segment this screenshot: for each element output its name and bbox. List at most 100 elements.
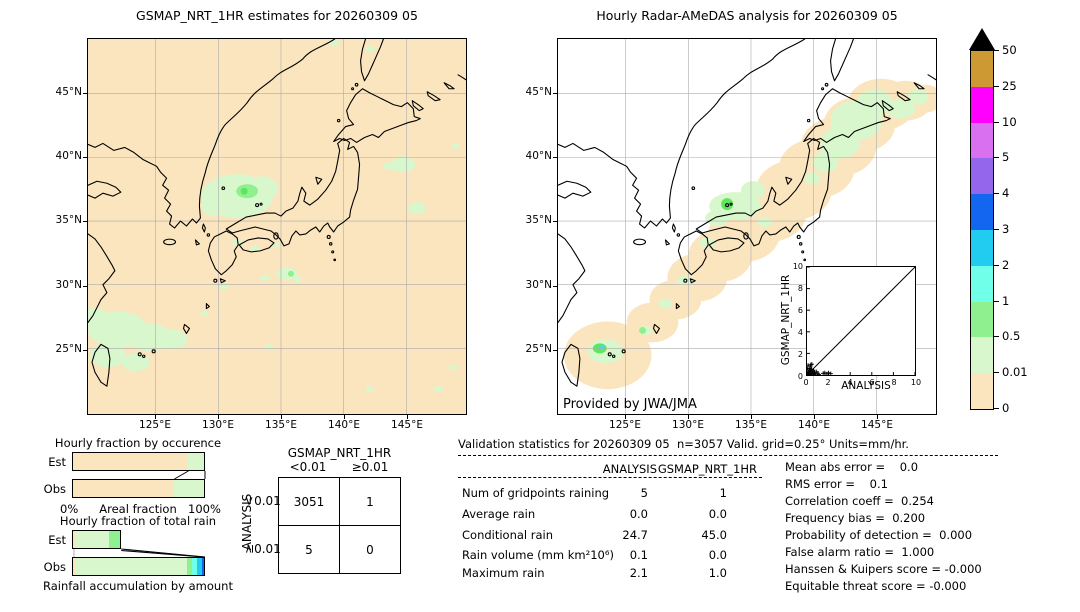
- lon-tick: [155, 415, 156, 419]
- inset-x-tick-label: 0: [803, 378, 809, 387]
- colorbar-tick-label: 1: [1002, 293, 1010, 308]
- score-line: Probability of detection = 0.000: [785, 528, 973, 542]
- colorbar-tick: [994, 229, 999, 230]
- occurrence-x100: 100%: [188, 502, 221, 516]
- colorbar-segment: [971, 229, 993, 266]
- occurrence-xlabel: Areal fraction: [99, 502, 177, 516]
- bar-segment: [197, 558, 202, 575]
- colorbar-tick: [994, 50, 999, 51]
- colorbar-tick: [994, 193, 999, 195]
- stats-value-analysis: 2.1: [629, 566, 648, 580]
- bar-segment: [74, 531, 110, 548]
- score-line: Frequency bias = 0.200: [785, 511, 926, 525]
- stats-row-label: Rain volume (mm km²10⁶): [462, 548, 614, 562]
- lon-tick: [407, 415, 408, 419]
- lon-tick-label: 135°E: [265, 419, 297, 431]
- colorbar-tick-label: 0.5: [1002, 329, 1021, 344]
- colorbar-segment: [971, 158, 993, 195]
- rain-patches: [88, 39, 461, 393]
- gsmap-estimate-map: [87, 38, 467, 415]
- bar-segment: [202, 558, 204, 575]
- score-line: Equitable threat score = -0.000: [785, 579, 967, 593]
- inset-x-tick-label: 2: [825, 378, 831, 387]
- contingency-row-header-lt: <0.01: [242, 494, 281, 508]
- lon-tick: [751, 415, 752, 419]
- lat-tick-label: 40°N: [55, 150, 82, 162]
- bar-segment: [73, 453, 188, 470]
- lat-tick-label: 45°N: [525, 86, 552, 98]
- lon-tick: [877, 415, 878, 419]
- stats-value-gsmap: 1: [719, 486, 727, 500]
- gsmap-precipitation-field: [88, 39, 466, 414]
- lat-tick: [553, 350, 557, 351]
- lon-tick: [814, 415, 815, 419]
- right-map-title: Hourly Radar-AMeDAS analysis for 2026030…: [596, 8, 898, 23]
- inset-y-tick-label: 10: [792, 262, 803, 271]
- lat-tick: [553, 93, 557, 94]
- colorbar-tick: [994, 264, 999, 266]
- lat-tick: [553, 286, 557, 287]
- colorbar-tick-label: 4: [1002, 186, 1010, 201]
- colorbar-segment: [971, 373, 993, 409]
- stats-header: Validation statistics for 20260309 05 n=…: [458, 437, 909, 451]
- left-map-title: GSMAP_NRT_1HR estimates for 20260309 05: [136, 8, 418, 23]
- bar-segment: [186, 558, 193, 575]
- lat-tick: [83, 221, 87, 222]
- inset-xlabel: ANALYSIS: [841, 380, 891, 392]
- stats-col-analysis: ANALYSIS: [602, 462, 657, 476]
- occurrence-est-bar: [72, 452, 205, 471]
- lat-tick: [83, 350, 87, 351]
- contingency-cell: 1: [366, 494, 374, 509]
- radar-amedas-map: ANALYSIS GSMAP_NRT_1HR Provided by JWA/J…: [557, 38, 937, 415]
- colorbar-segment: [971, 194, 993, 230]
- occurrence-x0: 0%: [60, 502, 79, 516]
- bar-segment: [173, 480, 204, 497]
- radar-precipitation-field: [558, 39, 936, 414]
- lat-tick-label: 45°N: [55, 86, 82, 98]
- lat-tick-label: 30°N: [525, 279, 552, 291]
- colorbar-tick-label: 5: [1002, 150, 1010, 165]
- lon-tick: [218, 415, 219, 419]
- contingency-cell: 0: [366, 542, 374, 557]
- bar-segment: [73, 480, 174, 497]
- bar-segment: [73, 558, 75, 575]
- colorbar-tick-label: 0.01: [1002, 365, 1028, 380]
- occurrence-chart-title: Hourly fraction by occurence: [54, 436, 222, 450]
- stats-value-gsmap: 0.0: [708, 548, 727, 562]
- totalrain-xlabel: Rainfall accumulation by amount: [43, 579, 233, 593]
- inset-y-tick-label: 2: [797, 350, 803, 359]
- lon-tick-label: 130°E: [672, 419, 704, 431]
- inset-y-tick-label: 6: [797, 306, 803, 315]
- colorbar-segment: [971, 337, 993, 374]
- overflow-arrow-icon: [969, 28, 995, 50]
- stats-row-label: Num of gridpoints raining: [462, 486, 610, 500]
- contingency-cell: 5: [305, 542, 313, 557]
- occurrence-est-label: Est: [48, 455, 66, 469]
- colorbar-segment: [971, 265, 993, 302]
- contingency-col-header-lt: <0.01: [289, 460, 327, 474]
- inset-y-tick-label: 8: [797, 284, 803, 293]
- stats-value-analysis: 0.1: [629, 548, 648, 562]
- inset-x-tick-label: 6: [869, 378, 875, 387]
- lon-tick-label: 145°E: [861, 419, 893, 431]
- colorbar-tick-label: 25: [1002, 78, 1017, 93]
- stats-row-label: Average rain: [462, 507, 536, 521]
- contingency-row-header-ge: ≥0.01: [242, 542, 281, 556]
- lat-tick-label: 35°N: [525, 214, 552, 226]
- inset-y-tick-label: 4: [797, 328, 803, 337]
- colorbar-tick: [994, 372, 999, 374]
- lon-tick-label: 145°E: [391, 419, 423, 431]
- bar-segment: [73, 531, 75, 548]
- contingency-title: GSMAP_NRT_1HR: [287, 446, 392, 460]
- lat-tick: [553, 157, 557, 158]
- score-line: Hanssen & Kuipers score = -0.000: [785, 562, 982, 576]
- stats-value-gsmap: 45.0: [701, 528, 727, 542]
- occurrence-obs-bar: [72, 479, 205, 498]
- lat-tick: [553, 221, 557, 222]
- colorbar-tick: [994, 85, 999, 87]
- colorbar-segment: [971, 122, 993, 159]
- contingency-table: 3051 1 5 0: [278, 477, 401, 574]
- lon-tick: [281, 415, 282, 419]
- inset-ylabel: GSMAP_NRT_1HR: [780, 274, 792, 366]
- score-line: False alarm ratio = 1.000: [785, 545, 935, 559]
